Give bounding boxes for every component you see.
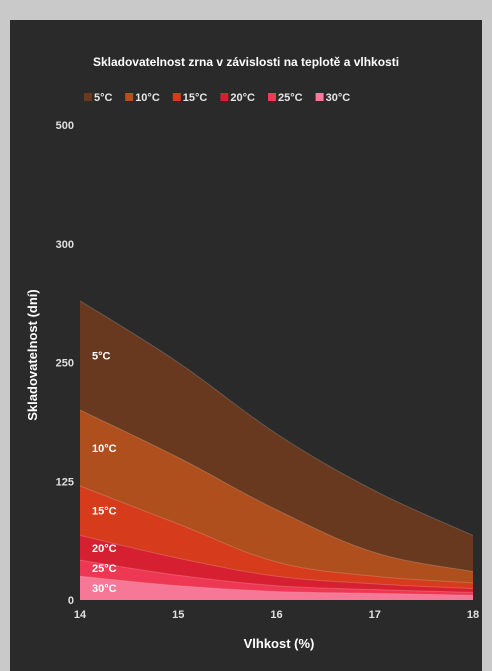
series-line-0 (79, 300, 474, 536)
y-axis-title: Skladovatelnost (dní) (25, 289, 40, 420)
legend-swatch-0 (84, 93, 92, 101)
legend-label-3: 20°C (230, 92, 255, 104)
legend: 5°C 10°C 15°C 20°C 25°C 30°C (84, 92, 350, 104)
legend-label-0: 5°C (94, 92, 113, 104)
legend-swatch-1 (125, 93, 134, 101)
legend-swatch-3 (220, 93, 229, 101)
legend-label-2: 15°C (183, 92, 208, 104)
series-line-3 (79, 534, 474, 590)
legend-label-5: 30°C (326, 92, 351, 104)
x-tick-label-4: 18 (467, 609, 479, 621)
x-tick-label-1: 15 (172, 609, 184, 621)
y-axis-ticks: 0 125 250 300 500 (56, 120, 74, 607)
series-inline-label-2: 15°C (92, 506, 117, 518)
legend-label-4: 25°C (278, 92, 303, 104)
x-tick-label-2: 16 (270, 609, 282, 621)
series-line-1 (79, 409, 474, 572)
y-tick-label-3: 300 (56, 239, 74, 251)
series-inline-label-4: 25°C (92, 563, 117, 575)
legend-swatch-5 (315, 93, 324, 101)
series-inline-label-0: 5°C (92, 350, 111, 362)
x-tick-label-0: 14 (74, 609, 87, 621)
chart-title: Skladovatelnost zrna v závislosti na tep… (93, 55, 399, 69)
series-inline-label-5: 30°C (92, 583, 117, 595)
series-inline-label-1: 10°C (92, 443, 117, 455)
legend-swatch-4 (268, 93, 276, 101)
x-axis-title: Vlhkost (%) (244, 636, 315, 651)
series-line-2 (79, 485, 474, 584)
series-inline-label-3: 20°C (92, 543, 117, 555)
x-tick-label-3: 17 (369, 609, 381, 621)
series-labels: 5°C 10°C 15°C 20°C 25°C 30°C (92, 350, 117, 595)
y-tick-label-1: 125 (56, 476, 74, 488)
series-line-5 (79, 575, 474, 596)
series-area-5 (80, 576, 473, 600)
y-tick-label-0: 0 (68, 595, 74, 607)
y-tick-label-4: 500 (56, 120, 74, 132)
series-layer (79, 300, 474, 600)
x-axis-ticks: 14 15 16 17 18 (74, 609, 479, 621)
y-tick-label-2: 250 (56, 358, 74, 370)
legend-swatch-2 (172, 93, 181, 101)
legend-label-1: 10°C (135, 92, 160, 104)
series-line-4 (79, 559, 474, 593)
